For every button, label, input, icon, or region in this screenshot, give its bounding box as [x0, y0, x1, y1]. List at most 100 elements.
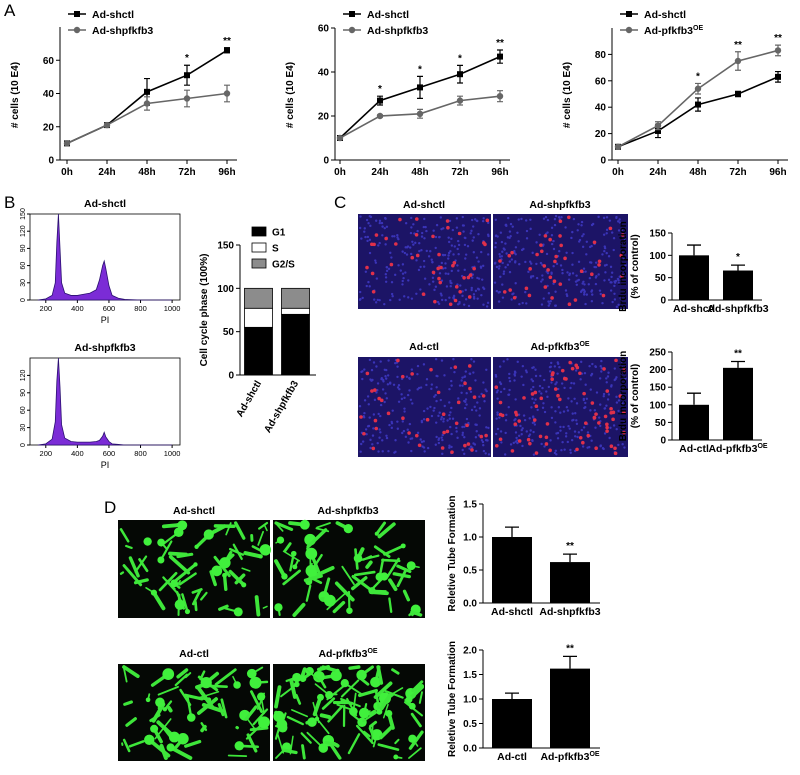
tube: [284, 750, 296, 752]
x-tick-label: 24h: [649, 167, 666, 178]
nucleus: [525, 219, 527, 221]
brdu-cell: [366, 372, 370, 376]
nucleus: [441, 299, 443, 301]
nucleus: [532, 380, 534, 382]
brdu-cell: [479, 435, 483, 439]
nucleus: [591, 224, 593, 226]
nucleus: [600, 293, 602, 295]
nucleus: [473, 297, 475, 299]
image-label: Ad-shpfkfb3: [529, 199, 590, 211]
nucleus: [435, 358, 437, 360]
marker: [695, 102, 701, 108]
nucleus: [465, 253, 467, 255]
nucleus: [561, 272, 563, 274]
nucleus: [508, 373, 510, 375]
nucleus: [560, 264, 562, 266]
marker: [337, 135, 343, 141]
nucleus: [381, 225, 383, 227]
x-tick-label: 96h: [218, 167, 235, 178]
nucleus: [369, 416, 371, 418]
brdu-cell: [498, 259, 502, 263]
nucleus: [446, 419, 448, 421]
nucleus: [484, 388, 486, 390]
nucleus: [452, 253, 454, 255]
nucleus: [534, 423, 536, 425]
nucleus: [520, 218, 522, 220]
nucleus: [371, 443, 373, 445]
nucleus: [431, 383, 433, 385]
nucleus: [429, 406, 431, 408]
nucleus: [411, 402, 413, 404]
nucleus: [611, 272, 613, 274]
nucleus: [557, 437, 559, 439]
nucleus: [606, 252, 608, 254]
nucleus: [483, 450, 485, 452]
nucleus: [410, 217, 412, 219]
nucleus: [369, 359, 371, 361]
nucleus: [584, 406, 586, 408]
y-tick-label: 0.0: [463, 599, 477, 610]
marker: [457, 97, 463, 103]
significance: **: [496, 38, 504, 49]
nucleus: [470, 230, 472, 232]
nucleus: [465, 392, 467, 394]
brdu-cell: [449, 303, 453, 307]
panel-label: D: [104, 498, 116, 517]
nucleus: [388, 424, 390, 426]
nucleus: [541, 274, 543, 276]
nucleus: [513, 379, 515, 381]
nucleus: [600, 360, 602, 362]
node: [260, 544, 271, 555]
nucleus: [532, 275, 534, 277]
nucleus: [517, 240, 519, 242]
nucleus: [606, 229, 608, 231]
x-tick-label: Ad-shpfkfb3: [707, 303, 768, 315]
brdu-cell: [462, 276, 466, 280]
nucleus: [541, 278, 543, 280]
error-bar: [687, 393, 701, 405]
nucleus: [567, 425, 569, 427]
node: [356, 670, 366, 680]
nucleus: [372, 427, 374, 429]
nucleus: [471, 277, 473, 279]
nucleus: [499, 276, 501, 278]
brdu-cell: [594, 412, 598, 416]
nucleus: [381, 222, 383, 224]
nucleus: [482, 217, 484, 219]
nucleus: [359, 405, 361, 407]
nucleus: [463, 453, 465, 455]
bar-segment: [245, 288, 273, 308]
nucleus: [561, 269, 563, 271]
nucleus: [581, 221, 583, 223]
nucleus: [382, 388, 384, 390]
nucleus: [566, 406, 568, 408]
nucleus: [451, 244, 453, 246]
nucleus: [379, 360, 381, 362]
x-tick-label: Ad-shpfkfb3: [262, 379, 301, 435]
nucleus: [597, 216, 599, 218]
nucleus: [421, 235, 423, 237]
nucleus: [530, 406, 532, 408]
nucleus: [560, 449, 562, 451]
nucleus: [567, 441, 569, 443]
nucleus: [470, 289, 472, 291]
nucleus: [450, 446, 452, 448]
nucleus: [534, 398, 536, 400]
brdu-cell: [511, 449, 515, 453]
tube: [195, 602, 196, 610]
nucleus: [402, 280, 404, 282]
nucleus: [458, 244, 460, 246]
nucleus: [577, 229, 579, 231]
nucleus: [423, 418, 425, 420]
nucleus: [542, 402, 544, 404]
x-tick-label-main: Ad-pfkfb3: [540, 751, 589, 763]
y-tick-label: 20: [318, 112, 330, 123]
brdu-cell: [553, 260, 557, 264]
nucleus: [486, 439, 488, 441]
nucleus: [471, 287, 473, 289]
nucleus: [570, 382, 572, 384]
bar-segment: [245, 327, 273, 375]
brdu-cell: [362, 432, 366, 436]
nucleus: [452, 229, 454, 231]
brdu-cell: [495, 444, 499, 448]
